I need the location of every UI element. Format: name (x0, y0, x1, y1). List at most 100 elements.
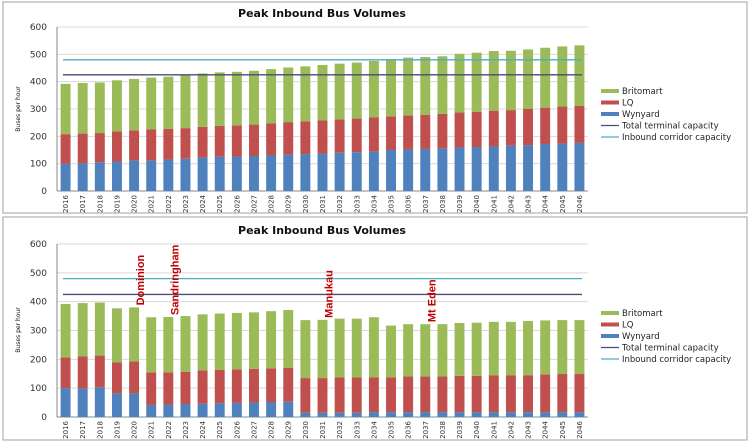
x-tick-label: 2035 (388, 421, 396, 439)
bar-britomart (505, 321, 516, 376)
bar-wynyard (180, 158, 191, 191)
y-tick-label: 100 (30, 160, 47, 170)
x-tick-label: 2018 (96, 195, 104, 213)
bar-britomart (351, 318, 362, 378)
bar-lq (557, 374, 568, 413)
bar-britomart (523, 320, 534, 376)
x-tick-label: 2037 (422, 421, 430, 439)
x-tick-label: 2031 (319, 421, 327, 439)
bar-lq (471, 375, 482, 413)
x-tick-label: 2046 (576, 420, 584, 438)
legend-label: Wynyard (622, 110, 660, 120)
bar-britomart (420, 324, 431, 377)
bar-lq (94, 355, 105, 388)
bar-britomart (214, 313, 225, 371)
x-tick-label: 2021 (148, 195, 156, 213)
bar-wynyard (77, 163, 88, 191)
bar-lq (60, 357, 71, 389)
x-tick-label: 2045 (559, 195, 567, 213)
bar-britomart (77, 303, 88, 357)
bar-britomart (471, 52, 482, 112)
annotation-label: Manukau (324, 270, 336, 318)
legend-label: Wynyard (622, 332, 660, 342)
bar-britomart (111, 80, 122, 132)
bar-britomart (437, 324, 448, 377)
legend-label: Britomart (622, 309, 663, 319)
bar-lq (574, 374, 585, 413)
x-tick-label: 2033 (353, 421, 361, 439)
bar-lq (231, 125, 242, 157)
bar-britomart (129, 78, 140, 131)
bar-britomart (197, 314, 208, 371)
bar-britomart (146, 317, 157, 373)
bar-britomart (454, 323, 465, 376)
bar-lq (317, 120, 328, 154)
bar-lq (180, 128, 191, 159)
bar-britomart (231, 71, 242, 126)
x-tick-label: 2032 (336, 195, 344, 213)
chart-title: Peak Inbound Bus Volumes (238, 7, 406, 20)
y-tick-label: 600 (30, 23, 47, 33)
bar-britomart (129, 307, 140, 362)
x-tick-label: 2020 (131, 421, 139, 439)
bar-lq (368, 377, 379, 413)
x-tick-label: 2028 (268, 195, 276, 213)
bar-lq (180, 371, 191, 405)
legend-label: Total terminal capacity (621, 122, 719, 132)
x-tick-label: 2042 (507, 421, 515, 439)
x-tick-label: 2043 (525, 421, 533, 439)
bar-lq (317, 378, 328, 413)
bar-wynyard (454, 147, 465, 191)
x-tick-label: 2039 (456, 421, 464, 439)
bar-lq (214, 370, 225, 404)
bar-britomart (574, 45, 585, 106)
bar-britomart (437, 56, 448, 114)
legend-label: Britomart (622, 87, 663, 97)
bar-lq (403, 115, 414, 150)
legend-label: Total terminal capacity (621, 344, 719, 354)
x-tick-label: 2027 (250, 195, 258, 213)
bar-wynyard (523, 412, 534, 417)
bar-lq (523, 109, 534, 146)
bar-lq (300, 378, 311, 413)
x-tick-label: 2031 (319, 195, 327, 213)
x-tick-label: 2021 (148, 421, 156, 439)
bar-lq (214, 125, 225, 157)
bar-wynyard (111, 161, 122, 191)
bar-lq (231, 369, 242, 403)
bar-wynyard (214, 403, 225, 417)
x-tick-label: 2034 (370, 194, 378, 212)
bar-lq (111, 362, 122, 394)
y-tick-label: 100 (30, 384, 47, 394)
bar-lq (266, 123, 277, 156)
y-tick-label: 0 (41, 413, 47, 423)
y-tick-label: 200 (30, 132, 47, 142)
bar-lq (454, 375, 465, 413)
bar-lq (146, 372, 157, 405)
bar-wynyard (351, 152, 362, 191)
y-tick-label: 500 (30, 269, 47, 279)
x-tick-label: 2026 (233, 420, 241, 438)
y-tick-label: 300 (30, 105, 47, 115)
y-tick-label: 400 (30, 298, 47, 308)
bar-wynyard (146, 160, 157, 191)
bar-britomart (386, 59, 396, 117)
bar-britomart (351, 62, 362, 119)
bar-wynyard (317, 153, 328, 191)
bar-wynyard (129, 160, 140, 191)
bar-wynyard (111, 393, 122, 417)
x-tick-label: 2025 (216, 421, 224, 439)
bar-britomart (60, 303, 71, 358)
bar-lq (77, 356, 88, 389)
bar-britomart (77, 83, 88, 134)
bar-lq (420, 114, 431, 149)
bar-wynyard (334, 152, 345, 191)
bar-britomart (283, 67, 294, 123)
bar-wynyard (368, 412, 379, 417)
bar-britomart (197, 73, 208, 127)
bar-wynyard (231, 402, 242, 417)
bar-lq (351, 118, 362, 153)
bar-britomart (505, 50, 516, 111)
bar-wynyard (163, 159, 174, 191)
